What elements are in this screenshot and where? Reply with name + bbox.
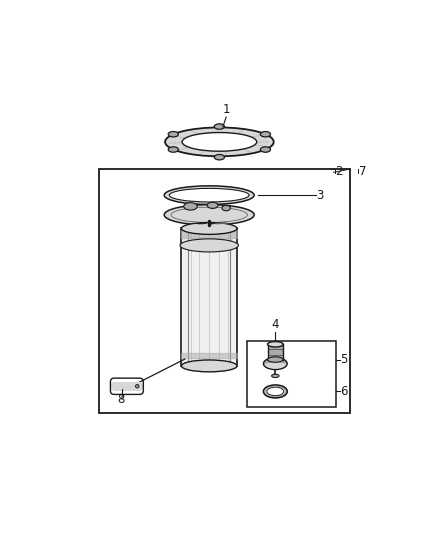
- Ellipse shape: [164, 205, 254, 225]
- Ellipse shape: [260, 147, 271, 152]
- Ellipse shape: [207, 203, 218, 208]
- Ellipse shape: [268, 357, 283, 362]
- Ellipse shape: [167, 136, 276, 154]
- Text: 6: 6: [341, 385, 348, 398]
- Ellipse shape: [136, 382, 143, 391]
- Ellipse shape: [214, 124, 224, 130]
- Bar: [247, 341, 336, 407]
- Ellipse shape: [214, 155, 224, 160]
- Ellipse shape: [184, 203, 197, 210]
- Ellipse shape: [260, 132, 271, 137]
- Ellipse shape: [168, 147, 178, 152]
- Text: 2: 2: [335, 165, 342, 178]
- Ellipse shape: [170, 188, 249, 202]
- Bar: [114, 382, 140, 391]
- Bar: [181, 229, 237, 366]
- Ellipse shape: [181, 360, 237, 372]
- Ellipse shape: [263, 359, 287, 365]
- Text: 8: 8: [117, 393, 125, 406]
- Ellipse shape: [268, 342, 283, 347]
- Text: 3: 3: [316, 189, 324, 201]
- Ellipse shape: [180, 239, 238, 252]
- Ellipse shape: [135, 385, 139, 388]
- Ellipse shape: [181, 222, 237, 235]
- Ellipse shape: [272, 374, 279, 377]
- Ellipse shape: [168, 132, 178, 137]
- Text: 4: 4: [272, 318, 279, 331]
- Ellipse shape: [165, 127, 274, 156]
- Bar: [268, 344, 283, 360]
- Text: 7: 7: [359, 165, 366, 178]
- Text: 5: 5: [341, 353, 348, 366]
- Bar: [263, 361, 287, 366]
- Ellipse shape: [110, 382, 118, 391]
- Text: 1: 1: [223, 103, 230, 116]
- Ellipse shape: [182, 133, 257, 151]
- Ellipse shape: [263, 362, 287, 369]
- Bar: [99, 169, 350, 414]
- Ellipse shape: [164, 186, 254, 205]
- Ellipse shape: [222, 205, 230, 211]
